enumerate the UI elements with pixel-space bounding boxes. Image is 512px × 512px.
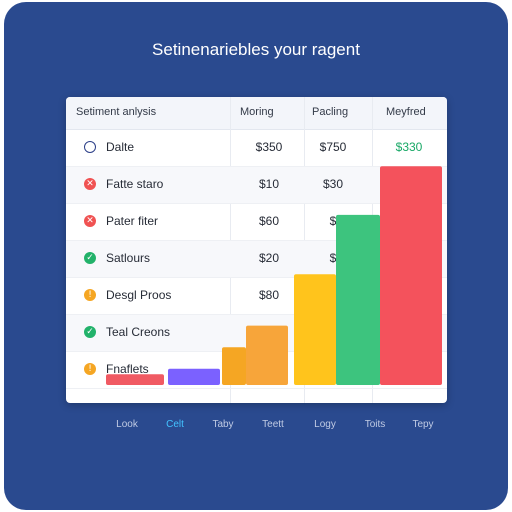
- x-tick-label: Toits: [364, 419, 386, 430]
- row-value-col2: $750: [319, 140, 347, 154]
- warning-icon: !: [84, 363, 96, 375]
- row-label: Fnaflets: [106, 362, 149, 376]
- circle-outline-icon: [84, 141, 96, 153]
- x-icon: ✕: [84, 178, 96, 190]
- table-row[interactable]: ! Desgl Proos $80: [66, 278, 447, 315]
- sentiment-table-card: Setiment anlysis Moring Pacling Meyfred …: [66, 97, 447, 403]
- x-tick-label: Look: [116, 419, 138, 430]
- header-name: Setiment anlysis: [76, 106, 157, 118]
- check-icon: ✓: [84, 326, 96, 338]
- row-value-col1: $10: [258, 177, 280, 191]
- row-label: Teal Creons: [106, 325, 171, 339]
- table-row[interactable]: Dalte $350 $750 $330: [66, 130, 447, 167]
- row-value-col1: $20: [258, 251, 280, 265]
- row-value-col3: $330: [395, 140, 423, 154]
- x-tick-label: Taby: [212, 419, 234, 430]
- row-value-col2: $: [329, 251, 337, 265]
- table-row[interactable]: ✕ Fatte staro $10 $30: [66, 167, 447, 204]
- warning-icon: !: [84, 289, 96, 301]
- x-tick-label: Logy: [314, 419, 336, 430]
- row-label: Fatte staro: [106, 177, 164, 191]
- row-value-col1: $80: [258, 288, 280, 302]
- row-label: Satlours: [106, 251, 151, 265]
- row-value-col2: $30: [322, 177, 344, 191]
- row-label: Desgl Proos: [106, 288, 172, 302]
- table-row[interactable]: ! Fnaflets: [66, 352, 447, 389]
- row-value-col1: $350: [255, 140, 283, 154]
- header-col3[interactable]: Meyfred: [386, 106, 426, 118]
- header-col2[interactable]: Pacling: [312, 106, 349, 118]
- row-label: Dalte: [106, 140, 135, 154]
- x-icon: ✕: [84, 215, 96, 227]
- page-title: Setinenariebles your ragent: [152, 40, 360, 59]
- check-icon: ✓: [84, 252, 96, 264]
- x-tick-label: Celt: [166, 419, 184, 430]
- row-value-col2: $: [329, 214, 337, 228]
- table-row[interactable]: ✕ Pater fiter $60 $: [66, 204, 447, 241]
- row-label: Pater fiter: [106, 214, 159, 228]
- x-tick-label: Teett: [262, 419, 284, 430]
- table-row[interactable]: ✓ Satlours $20 $: [66, 241, 447, 278]
- x-tick-label: Tepy: [412, 419, 434, 430]
- table-row[interactable]: ✓ Teal Creons: [66, 315, 447, 352]
- table-header: Setiment anlysis Moring Pacling Meyfred: [66, 97, 447, 130]
- header-col1[interactable]: Moring: [240, 106, 274, 118]
- row-value-col1: $60: [258, 214, 280, 228]
